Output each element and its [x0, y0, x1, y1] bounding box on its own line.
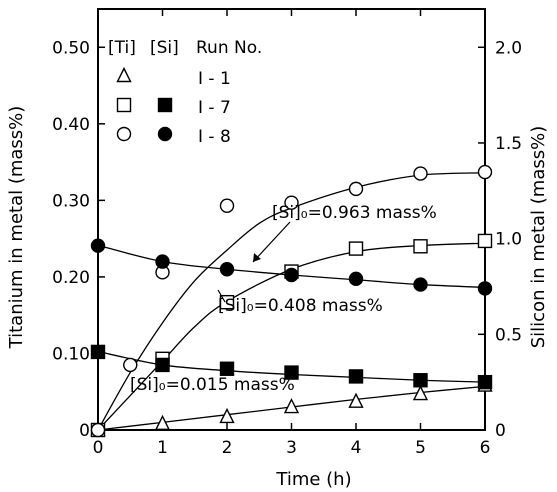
data-point-filled-circle — [477, 281, 493, 296]
data-point-open-triangle — [283, 397, 300, 414]
annotation-si-0963-arrowhead — [253, 253, 261, 262]
x-tick-label: 2 — [222, 438, 233, 458]
x-tick-label: 6 — [480, 438, 491, 458]
y-left-axis-ticks: 0 0.10 0.20 0.30 0.40 0.50 — [52, 38, 105, 441]
data-point-open-square — [348, 241, 364, 256]
data-point-open-circle — [413, 166, 428, 181]
annotation-si-0408: [Si]₀=0.408 mass% — [218, 296, 383, 316]
data-point-open-circle — [90, 422, 106, 438]
x-axis-ticks: 0 1 2 3 4 5 6 — [93, 9, 491, 458]
x-tick-label: 3 — [286, 438, 297, 458]
data-point-filled-circle — [284, 267, 299, 283]
legend-marker-si-filled-square — [157, 97, 173, 113]
x-tick-label: 5 — [415, 438, 426, 458]
legend-run-7: I - 7 — [198, 98, 231, 118]
y-right-tick-label: 1.0 — [495, 230, 522, 250]
data-point-filled-square — [413, 373, 428, 388]
x-tick-label: 1 — [157, 438, 168, 458]
data-point-filled-square — [348, 369, 364, 384]
legend-marker-ti-open-square — [116, 97, 132, 113]
y-left-axis-title: Titanium in metal (mass%) — [6, 106, 27, 350]
data-point-filled-square — [477, 374, 493, 390]
legend-marker-ti-open-circle — [116, 126, 132, 142]
y-left-tick-label: 0.20 — [52, 268, 90, 288]
data-point-filled-square — [284, 365, 299, 380]
y-left-tick-label: 0.50 — [52, 38, 90, 58]
legend: [Ti] [Si] Run No. I - 1 I - 7 I - 8 — [108, 38, 262, 147]
y-right-tick-label: 0.5 — [495, 325, 522, 345]
fit-curve — [97, 172, 486, 431]
legend-header-run: Run No. — [196, 38, 262, 58]
data-point-filled-square — [155, 357, 170, 373]
x-tick-label: 4 — [351, 438, 362, 458]
legend-marker-ti-open-triangle — [116, 66, 132, 83]
data-point-open-triangle — [219, 407, 235, 424]
data-point-filled-circle — [413, 277, 428, 292]
x-axis-title: Time (h) — [275, 469, 351, 490]
y-right-axis-title: Silicon in metal (mass%) — [528, 126, 549, 349]
y-right-tick-label: 0 — [495, 421, 506, 441]
data-point-filled-square — [90, 344, 106, 360]
legend-run-1: I - 1 — [198, 69, 231, 89]
data-point-open-square — [477, 233, 493, 249]
data-point-open-circle — [123, 357, 138, 373]
y-left-tick-label: 0.40 — [52, 115, 90, 135]
data-point-open-triangle — [412, 384, 429, 401]
annotations: [Si]₀=0.963 mass% [Si]₀=0.408 mass% [Si]… — [130, 203, 437, 395]
annotation-si-0408-leader — [217, 289, 226, 303]
data-point-open-circle — [477, 164, 493, 180]
legend-marker-si-filled-circle — [157, 126, 173, 142]
annotation-si-0963-leader — [252, 221, 291, 263]
x-tick-label: 0 — [93, 438, 104, 458]
y-left-tick-label: 0.10 — [52, 344, 90, 364]
legend-run-8: I - 8 — [198, 127, 231, 147]
y-right-tick-label: 1.5 — [495, 134, 522, 154]
data-points — [90, 164, 493, 438]
y-left-tick-label: 0 — [79, 421, 90, 441]
data-point-open-circle — [348, 181, 364, 197]
data-point-open-triangle — [154, 414, 171, 431]
legend-markers — [116, 66, 173, 142]
data-point-filled-square — [219, 361, 235, 376]
data-point-open-circle — [284, 195, 299, 210]
annotation-si-0963: [Si]₀=0.963 mass% — [272, 203, 437, 223]
y-right-tick-label: 2.0 — [495, 38, 522, 58]
data-point-filled-circle — [219, 262, 235, 277]
data-point-open-square — [413, 239, 428, 254]
y-left-tick-label: 0.30 — [52, 191, 90, 211]
data-point-filled-circle — [348, 271, 364, 287]
data-point-filled-circle — [90, 238, 106, 253]
legend-header-ti: [Ti] — [108, 38, 136, 58]
y-right-axis-ticks: 0 0.5 1.0 1.5 2.0 — [478, 38, 522, 441]
data-point-open-circle — [219, 198, 235, 213]
data-point-open-triangle — [348, 392, 364, 408]
data-point-filled-circle — [155, 254, 170, 269]
legend-header-si: [Si] — [150, 38, 179, 58]
annotation-si-0015: [Si]₀=0.015 mass% — [130, 375, 295, 395]
